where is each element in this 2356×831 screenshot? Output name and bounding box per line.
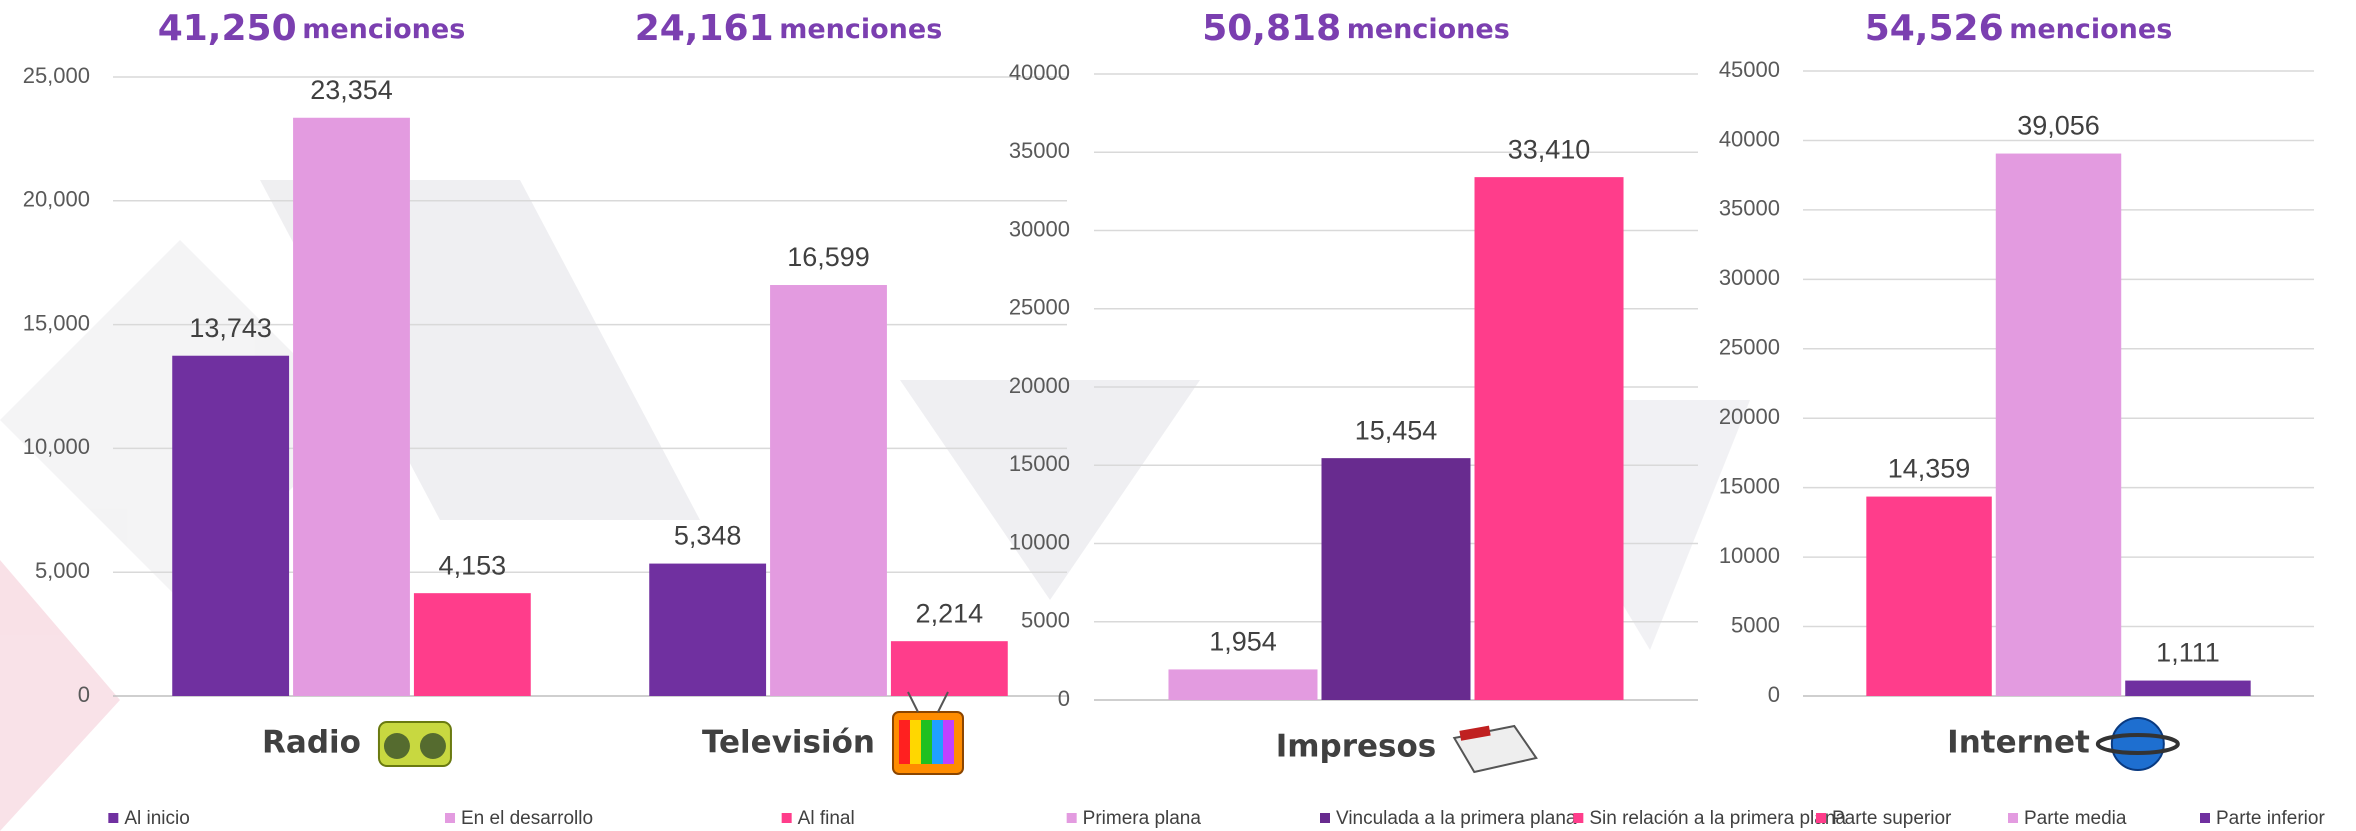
- y-tick-label: 35000: [1009, 138, 1070, 163]
- icon-part: [910, 720, 921, 764]
- bar: [172, 356, 289, 696]
- y-tick-label: 15000: [1719, 473, 1780, 498]
- value-label: 13,743: [189, 313, 272, 343]
- y-tick-label: 40000: [1009, 60, 1070, 85]
- category-icon: [893, 692, 963, 774]
- y-tick-label: 45000: [1719, 57, 1780, 82]
- header-total: 50,818: [1202, 8, 1341, 49]
- icon-part: [943, 720, 954, 764]
- legend-label: En el desarrollo: [461, 808, 593, 829]
- value-label: 15,454: [1355, 415, 1438, 445]
- icon-part: [921, 720, 932, 764]
- bar: [770, 285, 887, 696]
- legend-swatch: [1573, 813, 1583, 823]
- header-total: 41,250: [158, 8, 297, 49]
- category-label: Televisión: [702, 725, 875, 761]
- category-icon: [379, 722, 451, 766]
- legend-label: Vinculada a la primera plana: [1336, 808, 1577, 829]
- value-label: 33,410: [1508, 134, 1591, 164]
- value-label: 16,599: [787, 242, 870, 272]
- bar: [891, 641, 1008, 696]
- bar: [649, 564, 766, 696]
- legend-swatch: [1320, 813, 1330, 823]
- legend-swatch: [2200, 813, 2210, 823]
- bar: [1996, 154, 2121, 696]
- y-tick-label: 35000: [1719, 196, 1780, 221]
- header: 24,161 menciones: [635, 8, 943, 49]
- value-label: 39,056: [2017, 111, 2100, 141]
- header-unit: menciones: [1347, 14, 1510, 45]
- y-tick-label: 0: [1058, 686, 1070, 711]
- header-total: 54,526: [1865, 8, 2004, 49]
- category-label: Internet: [1947, 725, 2090, 761]
- deco-shape: [0, 560, 120, 831]
- category-label: Radio: [262, 725, 361, 761]
- y-tick-label: 0: [1768, 682, 1780, 707]
- header: 50,818 menciones: [1202, 8, 1510, 49]
- value-label: 2,214: [916, 598, 984, 628]
- legend-swatch: [2008, 813, 2018, 823]
- bar: [293, 118, 410, 696]
- legend-swatch: [782, 813, 792, 823]
- category-label: Impresos: [1276, 729, 1437, 765]
- header-total: 24,161: [635, 8, 774, 49]
- icon-part: [932, 720, 943, 764]
- legend-swatch: [1816, 813, 1826, 823]
- y-tick-label: 25000: [1009, 295, 1070, 320]
- bar: [1168, 669, 1317, 700]
- value-label: 1,111: [2156, 638, 2220, 668]
- header: 41,250 menciones: [158, 8, 466, 49]
- value-label: 5,348: [674, 521, 742, 551]
- bar: [2125, 681, 2250, 696]
- dashboard: 0 5,000 10,000 15,000 20,000 25,000 13,743 23,3…: [0, 0, 2356, 831]
- legend-swatch: [1067, 813, 1077, 823]
- y-tick-label: 5000: [1021, 608, 1070, 633]
- legend-label: Parte superior: [1832, 808, 1952, 829]
- y-tick-label: 40000: [1719, 126, 1780, 151]
- y-tick-label: 25000: [1719, 335, 1780, 360]
- legend-label: Sin relación a la primera plana: [1589, 808, 1846, 829]
- bar: [1866, 497, 1991, 696]
- y-tick-label: 20000: [1719, 404, 1780, 429]
- y-tick-label: 10,000: [23, 434, 90, 459]
- legend-label: Parte inferior: [2216, 808, 2325, 829]
- icon-part: [2112, 718, 2164, 770]
- deco-shape: [900, 380, 1200, 600]
- value-label: 23,354: [310, 75, 393, 105]
- y-tick-label: 5,000: [35, 558, 90, 583]
- header-unit: menciones: [302, 14, 465, 45]
- header-unit: menciones: [779, 14, 942, 45]
- legend-label: Al final: [798, 808, 855, 829]
- header: 54,526 menciones: [1865, 8, 2173, 49]
- value-label: 1,954: [1209, 627, 1277, 657]
- value-label: 14,359: [1888, 454, 1971, 484]
- icon-part: [384, 733, 410, 759]
- y-tick-label: 15,000: [23, 310, 90, 335]
- category-icon: [2098, 718, 2178, 770]
- legend-label: Al inicio: [124, 808, 189, 829]
- y-tick-label: 20000: [1009, 373, 1070, 398]
- y-tick-label: 10000: [1009, 529, 1070, 554]
- bar: [1321, 458, 1470, 700]
- y-tick-label: 20,000: [23, 187, 90, 212]
- y-tick-label: 0: [78, 682, 90, 707]
- y-tick-label: 30000: [1009, 216, 1070, 241]
- icon-part: [899, 720, 910, 764]
- y-tick-label: 25,000: [23, 63, 90, 88]
- icon-part: [420, 733, 446, 759]
- legend-label: Parte media: [2024, 808, 2127, 829]
- header-unit: menciones: [2009, 14, 2172, 45]
- bar: [1475, 177, 1624, 700]
- bar: [414, 593, 531, 696]
- y-tick-label: 10000: [1719, 543, 1780, 568]
- legend-label: Primera plana: [1083, 808, 1202, 829]
- category-icon: [1454, 726, 1536, 772]
- y-tick-label: 15000: [1009, 451, 1070, 476]
- y-tick-label: 30000: [1719, 265, 1780, 290]
- legend-swatch: [445, 813, 455, 823]
- y-tick-label: 5000: [1731, 612, 1780, 637]
- value-label: 4,153: [439, 550, 507, 580]
- legend-swatch: [108, 813, 118, 823]
